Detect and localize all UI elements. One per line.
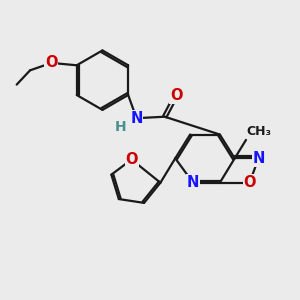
Text: N: N bbox=[252, 151, 265, 166]
Text: CH₃: CH₃ bbox=[247, 124, 272, 137]
Text: N: N bbox=[130, 111, 143, 126]
Text: O: O bbox=[125, 152, 138, 167]
Text: O: O bbox=[45, 56, 58, 70]
Text: O: O bbox=[170, 88, 182, 103]
Text: O: O bbox=[243, 175, 256, 190]
Text: H: H bbox=[114, 119, 126, 134]
Text: N: N bbox=[187, 175, 199, 190]
